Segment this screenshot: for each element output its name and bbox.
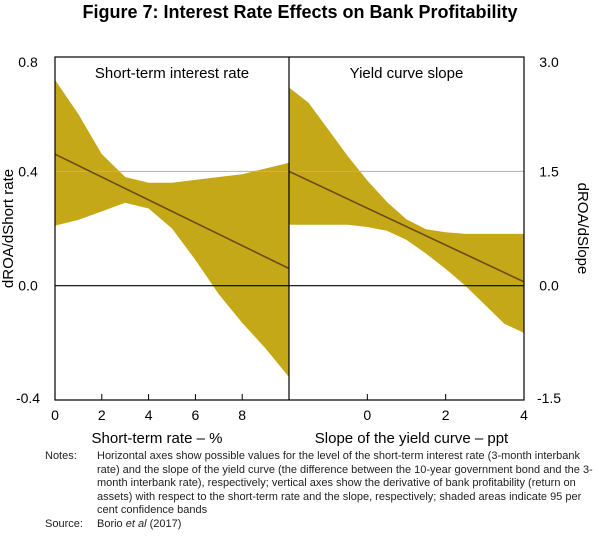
y-axis-label: dROA/dSlope	[574, 183, 591, 275]
y-axis-label: dROA/dShort rate	[0, 169, 17, 288]
y-tick-label: 0.8	[18, 54, 38, 70]
y-tick-label: 0.0	[18, 278, 38, 294]
source-author: Borio	[97, 517, 126, 530]
x-tick-label: 6	[192, 407, 200, 423]
y-tick-label: -0.4	[16, 390, 40, 406]
source-etal: et al	[125, 517, 147, 530]
x-tick-label: 0	[51, 407, 59, 423]
source-row: Source: Borio et al (2017)	[45, 518, 593, 532]
x-axis-label: Slope of the yield curve – ppt	[315, 430, 509, 447]
notes-text: Horizontal axes show possible values for…	[97, 450, 593, 516]
panel-title: Yield curve slope	[350, 65, 464, 82]
notes-row: Notes: Horizontal axes show possible val…	[45, 450, 593, 518]
y-tick-label: 0.0	[539, 278, 559, 294]
x-tick-label: 4	[145, 407, 153, 423]
x-axis-label: Short-term rate – %	[92, 430, 223, 447]
estimate-line	[54, 153, 290, 270]
source-year: (2017)	[146, 517, 182, 530]
figure-title: Figure 7: Interest Rate Effects on Bank …	[82, 2, 518, 22]
estimate-line	[288, 170, 525, 283]
x-tick-label: 0	[363, 407, 371, 423]
y-tick-label: 1.5	[539, 163, 559, 179]
y-tick-label: 3.0	[539, 54, 559, 70]
x-tick-label: 8	[238, 407, 246, 423]
y-tick-label: -1.5	[537, 390, 561, 406]
x-tick-label: 4	[520, 407, 528, 423]
x-tick-label: 2	[98, 407, 106, 423]
chart: 0 2 4 6 8 -0.4 0.0 0.4 0.8 Short-term interest ra…	[0, 54, 591, 447]
notes-block: Notes: Horizontal axes show possible val…	[45, 450, 593, 531]
confidence-band	[289, 87, 524, 333]
source-label: Source:	[45, 517, 83, 530]
notes-label: Notes:	[45, 450, 77, 462]
y-tick-label: 0.4	[18, 163, 38, 179]
x-tick-label: 2	[442, 407, 450, 423]
source-text: Borio et al (2017)	[97, 518, 593, 532]
panel-title: Short-term interest rate	[95, 65, 249, 82]
confidence-band	[55, 79, 289, 378]
